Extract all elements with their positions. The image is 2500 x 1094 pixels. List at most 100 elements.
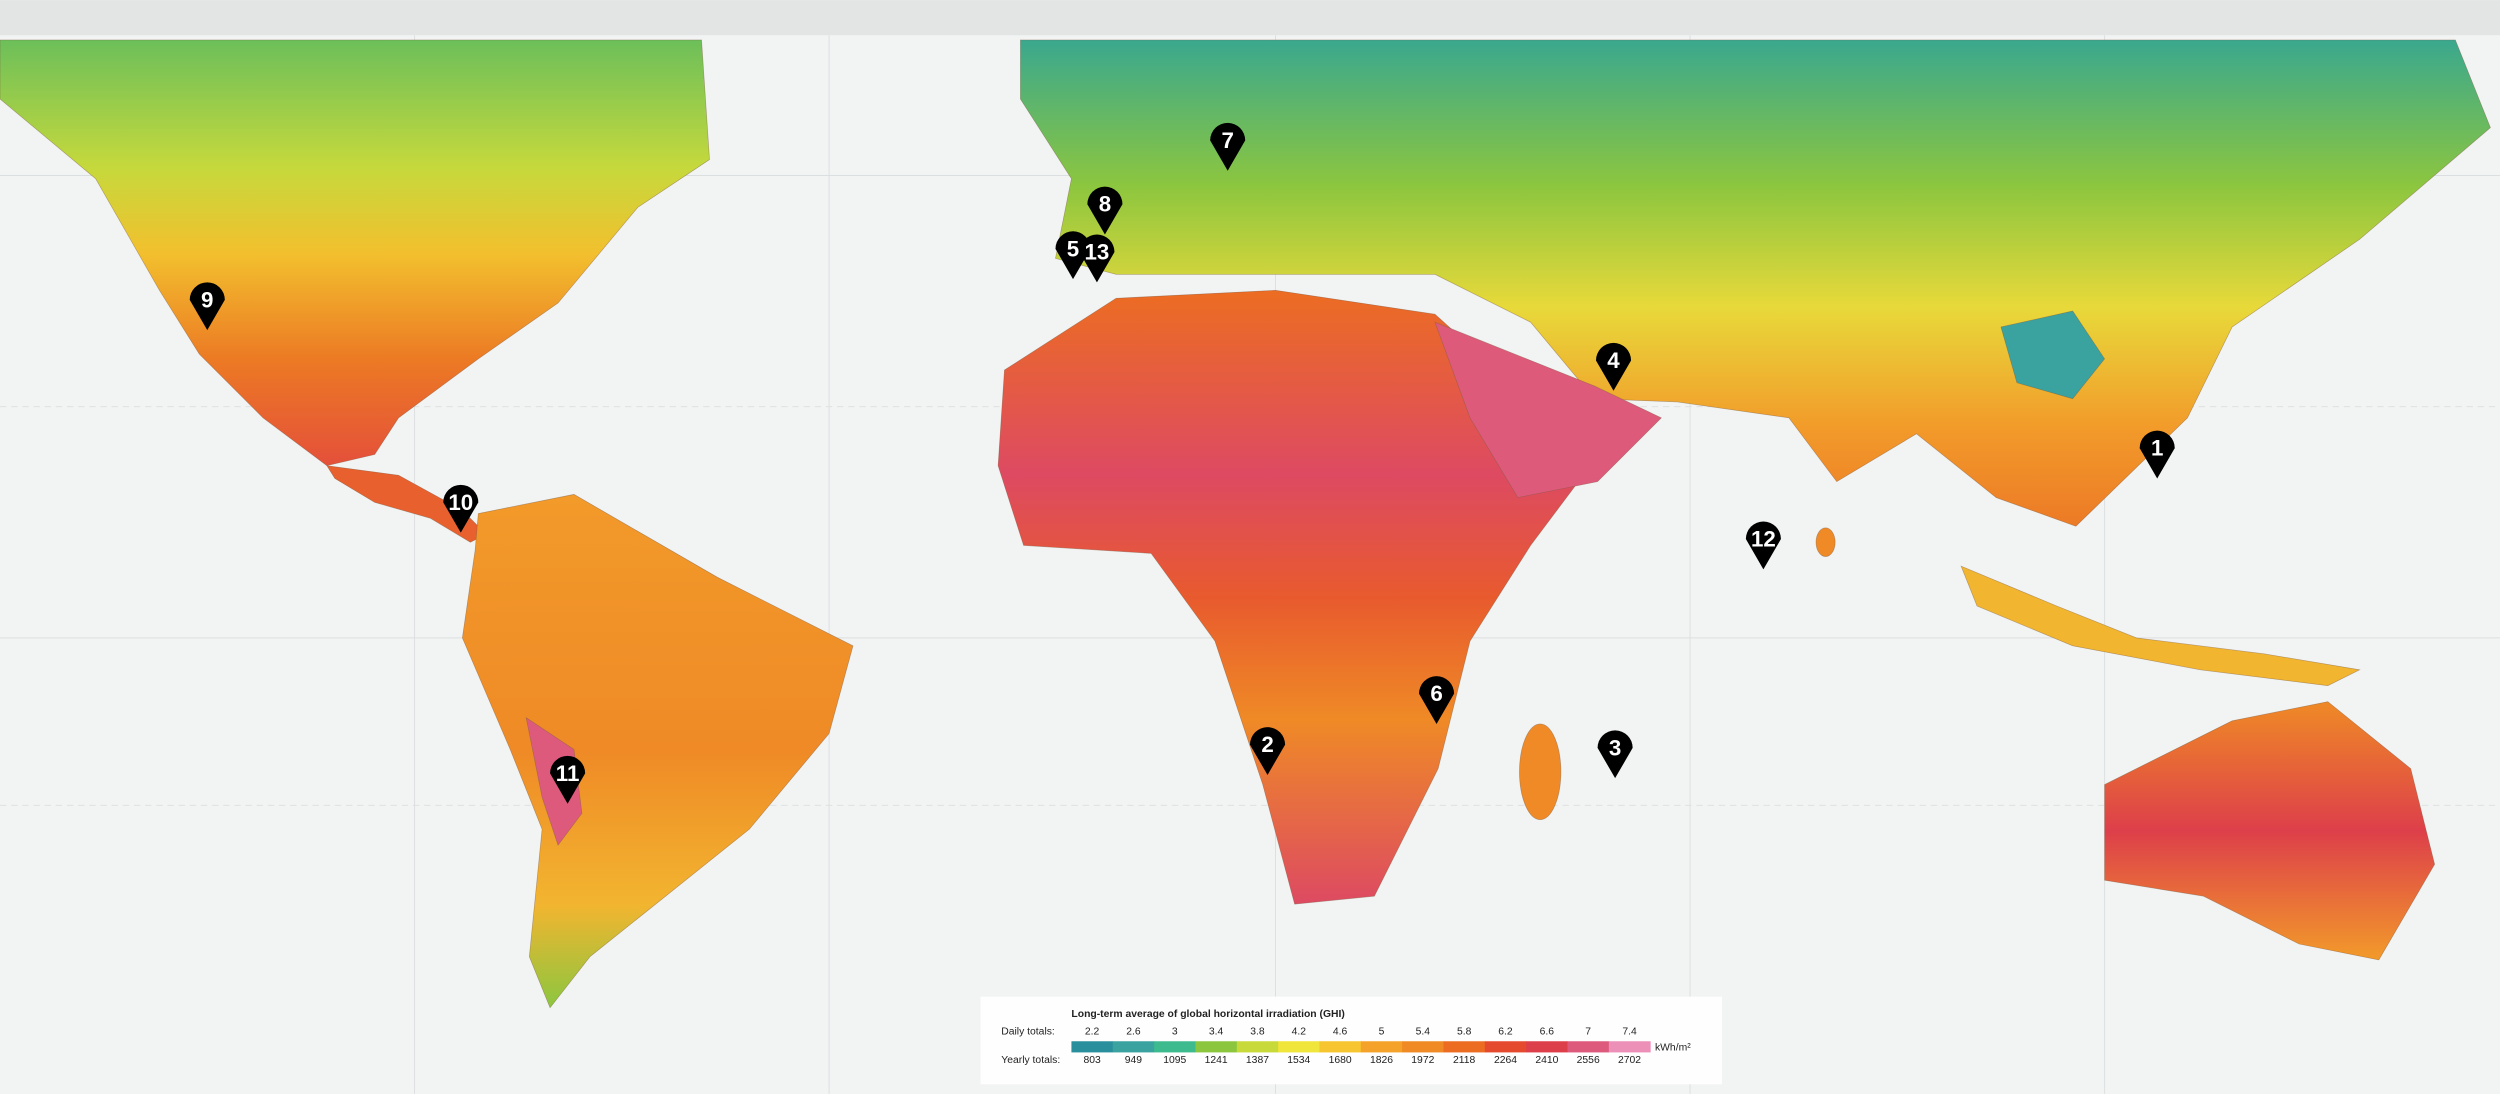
pin-shape (1419, 676, 1455, 724)
pin-label: 7 (1221, 128, 1233, 153)
yearly-value: 1387 (1246, 1055, 1269, 1066)
pin-label: 3 (1609, 735, 1621, 760)
pin-label: 10 (448, 490, 473, 515)
pin-shape (1595, 342, 1632, 391)
pin-label: 11 (556, 761, 580, 786)
yearly-label: Yearly totals: (1001, 1055, 1060, 1066)
marker-pin: 11 (550, 755, 586, 804)
pin-shape (189, 282, 225, 331)
pin-label: 1 (2151, 436, 2163, 461)
legend-swatch (1071, 1041, 1114, 1053)
daily-value: 7 (1585, 1026, 1591, 1037)
pin-label: 9 (201, 287, 213, 312)
legend-swatch (1567, 1041, 1610, 1053)
yearly-value: 1095 (1163, 1055, 1186, 1066)
pin-shape (1250, 727, 1286, 775)
pin-label: 4 (1607, 348, 1620, 373)
legend-swatch (1278, 1041, 1320, 1053)
legend-swatch (1236, 1041, 1279, 1053)
north-america (0, 39, 710, 467)
madagascar (1519, 723, 1562, 820)
legend-swatch (1195, 1041, 1238, 1053)
daily-value: 2.2 (1085, 1026, 1100, 1037)
marker-pin: 6 (1419, 676, 1455, 724)
daily-value: 3 (1172, 1026, 1178, 1037)
daily-value: 6.6 (1540, 1026, 1555, 1037)
andes (525, 716, 583, 846)
yearly-value: 1680 (1329, 1055, 1352, 1066)
pin-shape (1079, 234, 1115, 283)
daily-value: 3.8 (1250, 1026, 1265, 1037)
yearly-value: 1972 (1411, 1055, 1434, 1066)
pin-label: 5 (1067, 236, 1079, 261)
legend-swatch (1608, 1041, 1651, 1053)
yearly-value: 1241 (1205, 1055, 1228, 1066)
daily-value: 5.8 (1457, 1026, 1472, 1037)
yearly-value: 1826 (1370, 1055, 1393, 1066)
pin-shape (1745, 521, 1781, 570)
australia (2104, 701, 2435, 961)
daily-value: 4.6 (1333, 1026, 1348, 1037)
marker-pin: 13 (1079, 234, 1115, 283)
marker-pin: 1 (2139, 430, 2175, 479)
pin-shape (1087, 186, 1123, 235)
pin-shape (550, 755, 586, 804)
legend-swatch (1112, 1041, 1155, 1053)
south-america (462, 494, 854, 1009)
yearly-value: 2118 (1453, 1055, 1476, 1066)
polar-band (0, 0, 2500, 36)
pin-label: 6 (1430, 681, 1442, 706)
yearly-value: 2264 (1494, 1055, 1517, 1066)
marker-pin: 7 (1210, 122, 1246, 171)
marker-pin: 10 (443, 484, 479, 533)
marker-pin: 12 (1745, 521, 1781, 570)
legend-swatch (1484, 1041, 1527, 1053)
yearly-value: 2556 (1577, 1055, 1600, 1066)
arabia (1434, 321, 1662, 498)
indonesia (1960, 565, 2361, 687)
legend-swatch (1319, 1041, 1362, 1053)
pin-shape (2139, 430, 2175, 479)
pin-label: 13 (1085, 240, 1110, 265)
pin-shape (443, 484, 479, 533)
legend-swatch (1526, 1041, 1568, 1053)
daily-value: 5 (1379, 1026, 1385, 1037)
legend: Long-term average of global horizontal i… (980, 996, 1722, 1085)
pin-label: 8 (1099, 192, 1111, 217)
daily-value: 6.2 (1498, 1026, 1513, 1037)
daily-value: 5.4 (1416, 1026, 1431, 1037)
marker-pin: 8 (1087, 186, 1123, 235)
legend-swatch (1443, 1041, 1486, 1053)
yearly-value: 2410 (1535, 1055, 1558, 1066)
daily-value: 3.4 (1209, 1026, 1224, 1037)
yearly-value: 1534 (1287, 1055, 1310, 1066)
africa (997, 289, 1579, 905)
yearly-value: 2702 (1618, 1055, 1641, 1066)
tibet (2000, 310, 2105, 400)
daily-value: 2.6 (1126, 1026, 1141, 1037)
pin-shape (1210, 122, 1246, 171)
pin-label: 2 (1261, 732, 1273, 757)
legend-swatch (1402, 1041, 1444, 1053)
land (0, 39, 2491, 1009)
yearly-value: 803 (1083, 1055, 1101, 1066)
legend-box (980, 996, 1722, 1085)
legend-title: Long-term average of global horizontal i… (1071, 1009, 1344, 1020)
central-america (326, 465, 487, 543)
marker-pin: 2 (1250, 727, 1286, 775)
daily-value: 4.2 (1292, 1026, 1307, 1037)
daily-value: 7.4 (1622, 1026, 1637, 1037)
unit-label: kWh/m² (1655, 1042, 1691, 1053)
pin-shape (1597, 730, 1633, 779)
legend-swatch (1360, 1041, 1403, 1053)
daily-label: Daily totals: (1001, 1026, 1055, 1037)
marker-pin: 3 (1597, 730, 1633, 779)
legend-swatch (1154, 1041, 1196, 1053)
sri-lanka (1815, 527, 1836, 557)
yearly-value: 949 (1125, 1055, 1143, 1066)
marker-pin: 4 (1595, 342, 1632, 391)
marker-pin: 9 (189, 282, 225, 331)
